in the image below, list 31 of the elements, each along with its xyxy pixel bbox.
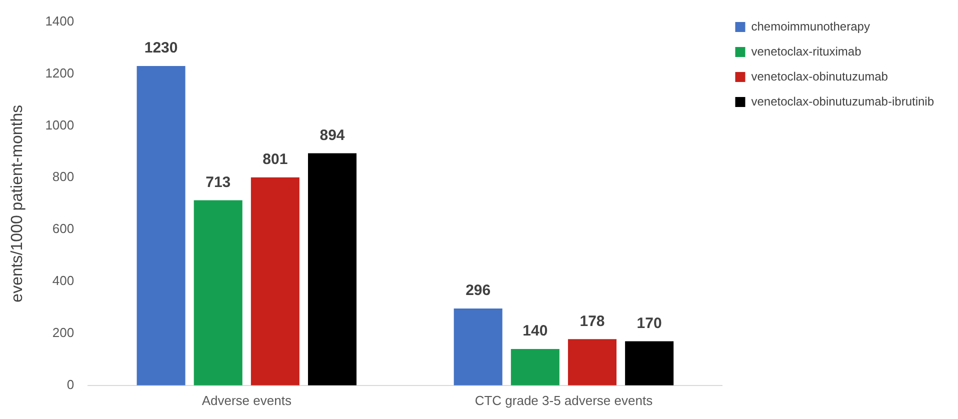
legend-label: chemoimmunotherapy — [751, 19, 870, 34]
bar — [250, 177, 300, 386]
bar — [194, 200, 242, 386]
data-label: 801 — [262, 151, 288, 168]
data-label: 713 — [206, 174, 231, 191]
data-label: 296 — [466, 282, 491, 300]
data-label: 178 — [580, 312, 605, 330]
data-label: 1230 — [144, 40, 178, 57]
y-tick-label: 1400 — [45, 13, 74, 28]
y-axis-title: events/1000 patient-months — [9, 104, 26, 302]
y-tick-label: 600 — [52, 221, 74, 236]
y-tick-label: 400 — [52, 273, 74, 288]
data-label: 894 — [320, 126, 346, 144]
legend-label: venetoclax-obinutuzumab — [751, 69, 888, 84]
y-tick-label: 800 — [52, 169, 74, 184]
y-tick-label: 0 — [66, 376, 74, 392]
bar — [510, 349, 560, 386]
bar — [308, 153, 357, 386]
legend-label: venetoclax-obinutuzumab-ibrutinib — [751, 94, 934, 108]
x-tick-label: CTC grade 3-5 adverse events — [474, 392, 654, 408]
data-label: 140 — [522, 322, 548, 340]
x-tick-label: Adverse events — [202, 392, 292, 408]
bar — [136, 66, 186, 386]
y-tick-label: 1000 — [45, 117, 74, 132]
legend-label: venetoclax-rituximab — [751, 44, 862, 58]
bar — [625, 341, 674, 386]
bar — [568, 339, 616, 386]
y-tick-label: 1200 — [45, 65, 74, 80]
data-label: 170 — [636, 314, 662, 332]
y-tick-label: 200 — [52, 325, 74, 340]
bar — [454, 308, 502, 386]
